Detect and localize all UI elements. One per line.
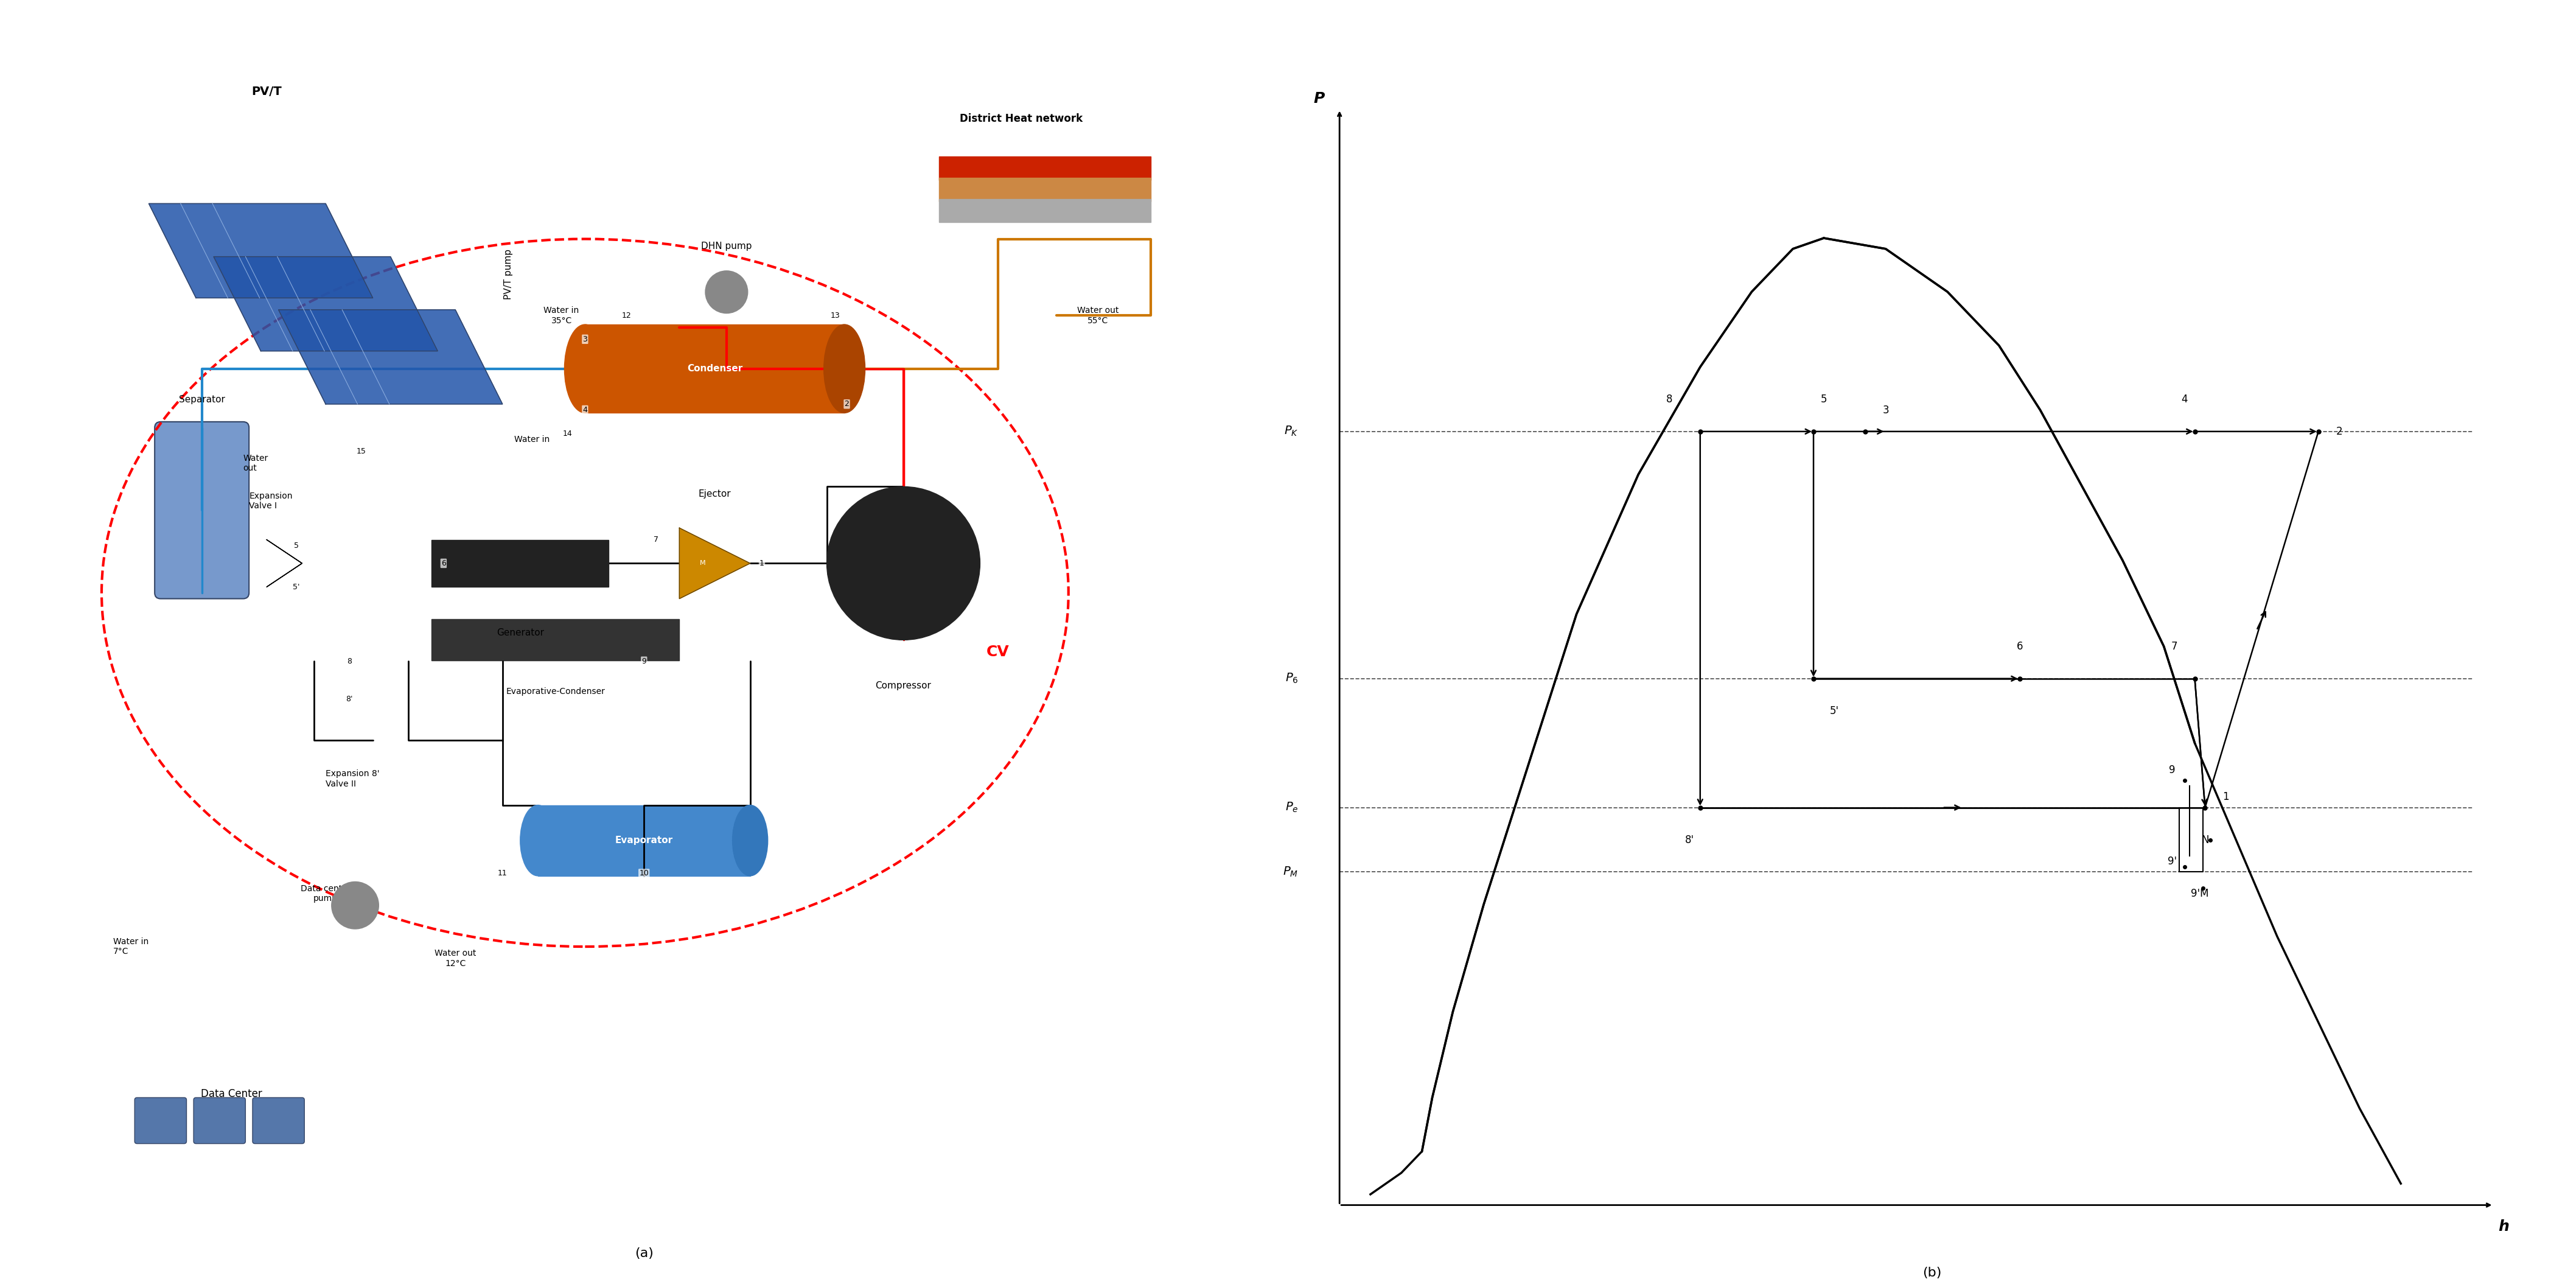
Text: (a): (a) (634, 1247, 654, 1259)
Polygon shape (680, 528, 750, 599)
Text: Data Center: Data Center (201, 1088, 263, 1099)
Text: Data center
pump: Data center pump (301, 885, 350, 903)
Circle shape (827, 487, 979, 640)
Text: 5: 5 (1821, 394, 1826, 405)
Text: Water in
7°C: Water in 7°C (113, 937, 149, 956)
Polygon shape (214, 256, 438, 351)
Ellipse shape (824, 324, 866, 413)
Text: Evaporator: Evaporator (616, 836, 672, 845)
Text: 5: 5 (294, 542, 299, 550)
Text: 8: 8 (348, 658, 353, 665)
Text: 9: 9 (641, 658, 647, 665)
Polygon shape (278, 310, 502, 404)
Text: 3: 3 (1883, 405, 1888, 415)
Bar (938, 156, 1151, 179)
Text: Water out
12°C: Water out 12°C (435, 949, 477, 968)
Text: 9'M: 9'M (2192, 888, 2208, 899)
Text: 15: 15 (355, 447, 366, 455)
Text: $P_K$: $P_K$ (1283, 426, 1298, 438)
Text: 4: 4 (2182, 394, 2187, 405)
Text: $P_6$: $P_6$ (1285, 672, 1298, 685)
Text: $P_e$: $P_e$ (1285, 801, 1298, 814)
Bar (538, 805, 750, 876)
Text: 1: 1 (760, 559, 765, 567)
Text: 14: 14 (562, 429, 572, 437)
Text: 11: 11 (497, 869, 507, 877)
Text: CV: CV (987, 645, 1010, 659)
Circle shape (706, 271, 747, 313)
Bar (433, 619, 680, 660)
Text: Ejector: Ejector (698, 490, 732, 499)
Text: Water out
55°C: Water out 55°C (1077, 306, 1118, 324)
Text: 3: 3 (582, 336, 587, 344)
Text: 2: 2 (2336, 426, 2342, 437)
Text: 1: 1 (2223, 791, 2228, 803)
Text: Water
out: Water out (242, 454, 268, 472)
Text: 13: 13 (829, 312, 840, 319)
Text: 8': 8' (1685, 835, 1695, 845)
Text: 5': 5' (294, 583, 299, 591)
Text: 8': 8' (345, 695, 353, 703)
Text: District Heat network: District Heat network (961, 113, 1082, 124)
Text: PV/T: PV/T (252, 86, 281, 97)
Text: 8: 8 (1667, 394, 1672, 405)
Text: h: h (2499, 1219, 2509, 1233)
Text: 4: 4 (582, 406, 587, 414)
Text: $P_M$: $P_M$ (1283, 865, 1298, 878)
Text: (b): (b) (1922, 1267, 1942, 1279)
Text: Separator: Separator (178, 395, 224, 404)
Text: DHN pump: DHN pump (701, 241, 752, 251)
Text: Condenser: Condenser (688, 364, 742, 373)
Text: Expansion 8'
Valve II: Expansion 8' Valve II (325, 769, 379, 788)
Text: 10: 10 (639, 869, 649, 877)
Text: M: M (701, 560, 706, 567)
Bar (585, 324, 845, 413)
Text: 6: 6 (2017, 641, 2022, 651)
Text: Evaporative-Condenser: Evaporative-Condenser (505, 687, 605, 696)
FancyBboxPatch shape (134, 1097, 185, 1144)
Ellipse shape (520, 805, 556, 876)
Circle shape (332, 882, 379, 929)
Text: 9': 9' (2166, 856, 2177, 867)
Text: 9: 9 (2169, 764, 2174, 776)
Text: Generator: Generator (497, 628, 544, 637)
FancyBboxPatch shape (155, 422, 250, 599)
Bar (433, 540, 608, 587)
Text: PV/T pump: PV/T pump (505, 249, 513, 300)
Bar (938, 178, 1151, 201)
Polygon shape (149, 204, 374, 297)
FancyBboxPatch shape (193, 1097, 245, 1144)
Text: 5': 5' (1829, 705, 1839, 717)
FancyBboxPatch shape (252, 1097, 304, 1144)
Polygon shape (268, 540, 301, 587)
Text: Compressor: Compressor (876, 681, 933, 691)
Text: 7: 7 (654, 536, 659, 544)
Text: 2: 2 (845, 400, 850, 408)
Text: 7: 7 (2172, 641, 2177, 651)
Text: P: P (1314, 91, 1324, 105)
Bar (938, 199, 1151, 223)
Text: Water in
35°C: Water in 35°C (544, 306, 580, 324)
Ellipse shape (564, 324, 605, 413)
Ellipse shape (732, 805, 768, 876)
Text: Water in: Water in (515, 435, 549, 444)
Text: 6: 6 (440, 559, 446, 567)
Text: Expansion
Valve I: Expansion Valve I (250, 492, 294, 510)
Text: 12: 12 (621, 312, 631, 319)
Text: N: N (2202, 835, 2208, 845)
